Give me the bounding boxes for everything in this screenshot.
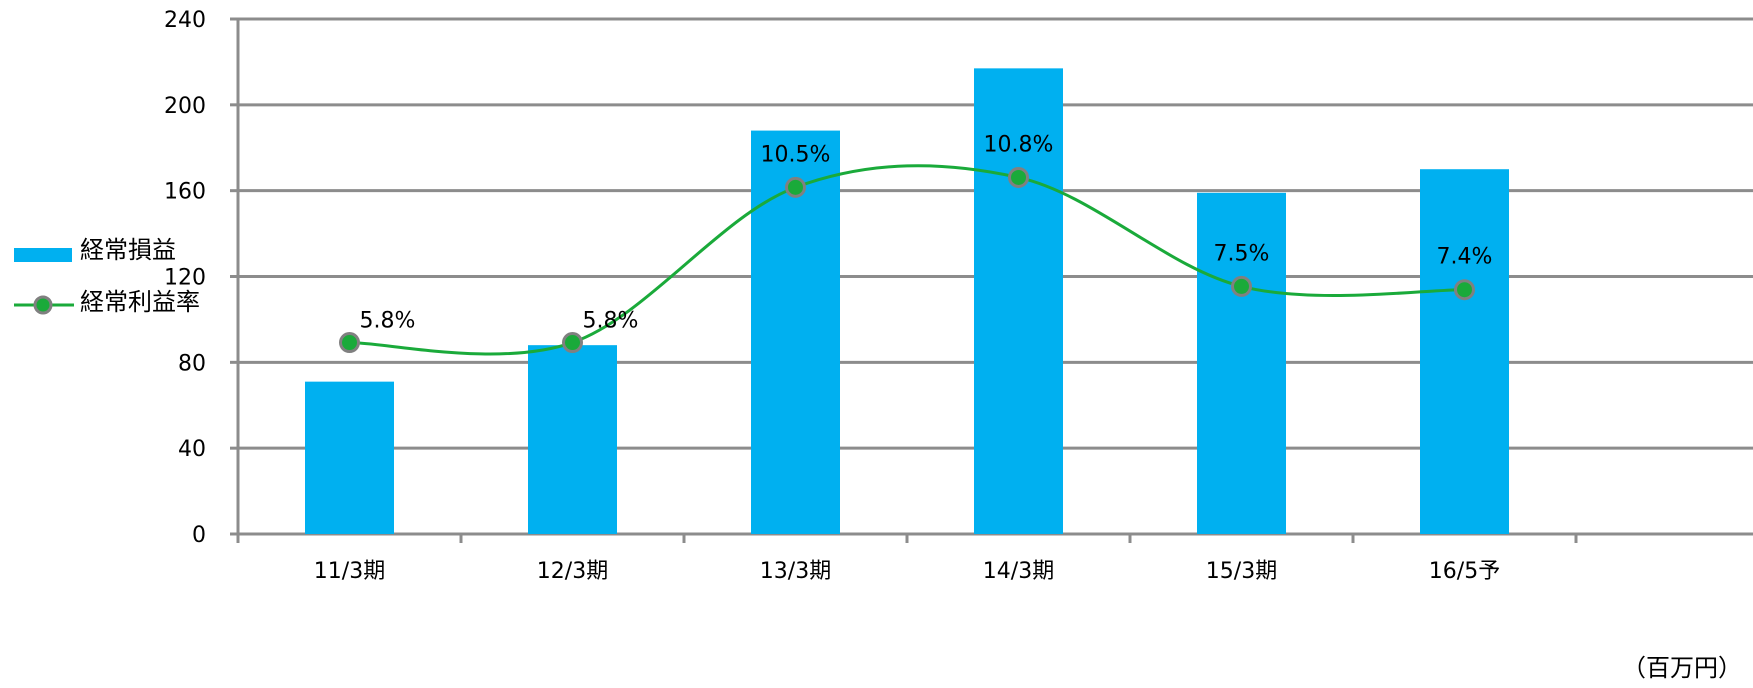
x-tick-label: 14/3期 [983,559,1054,584]
legend-line-label: 経常利益率 [80,288,200,316]
data-labels: 5.8% 5.8% 10.5% 10.8% 7.5% 7.4% [360,132,1493,333]
x-tick-label: 11/3期 [314,559,385,584]
x-tick-label: 16/5予 [1429,559,1500,584]
data-label: 7.5% [1214,241,1270,266]
bar [974,68,1063,535]
axes: 0 40 80 120 160 200 240 11/3期 12/3期 13/3期 14/3期 15/… [164,8,1753,584]
legend-bar-swatch [14,248,72,262]
y-tick-label: 200 [164,94,206,119]
bar [1420,169,1509,535]
bar [305,381,394,534]
data-label: 10.8% [984,132,1054,157]
legend: 経常損益 経常利益率 [14,236,200,316]
rate-marker [1231,275,1252,297]
y-tick-label: 160 [164,180,206,205]
y-tick-label: 80 [178,351,206,376]
x-tick-label: 13/3期 [760,559,831,584]
y-tick-label: 0 [192,523,206,548]
rate-line [349,164,1465,356]
data-label: 10.5% [761,142,831,167]
rate-marker [1008,166,1029,188]
rate-marker [785,176,806,198]
bar [1197,192,1286,534]
y-tick-label: 120 [164,266,206,291]
rate-marker [562,332,583,354]
data-label: 7.4% [1437,245,1493,270]
unit-label: （百万円） [1622,654,1742,682]
rate-marker [1454,279,1475,301]
x-tick-label: 12/3期 [537,559,608,584]
data-label: 5.8% [360,309,416,334]
bar [528,345,617,534]
y-tick-label: 240 [164,8,206,33]
data-label: 5.8% [583,309,639,334]
legend-bar-label: 経常損益 [80,236,176,264]
legend-line-marker [33,295,53,315]
y-tick-label: 40 [178,437,206,462]
rate-marker [339,332,360,354]
line-series [339,164,1475,356]
x-tick-label: 15/3期 [1206,559,1277,584]
bar-series [305,68,1509,535]
